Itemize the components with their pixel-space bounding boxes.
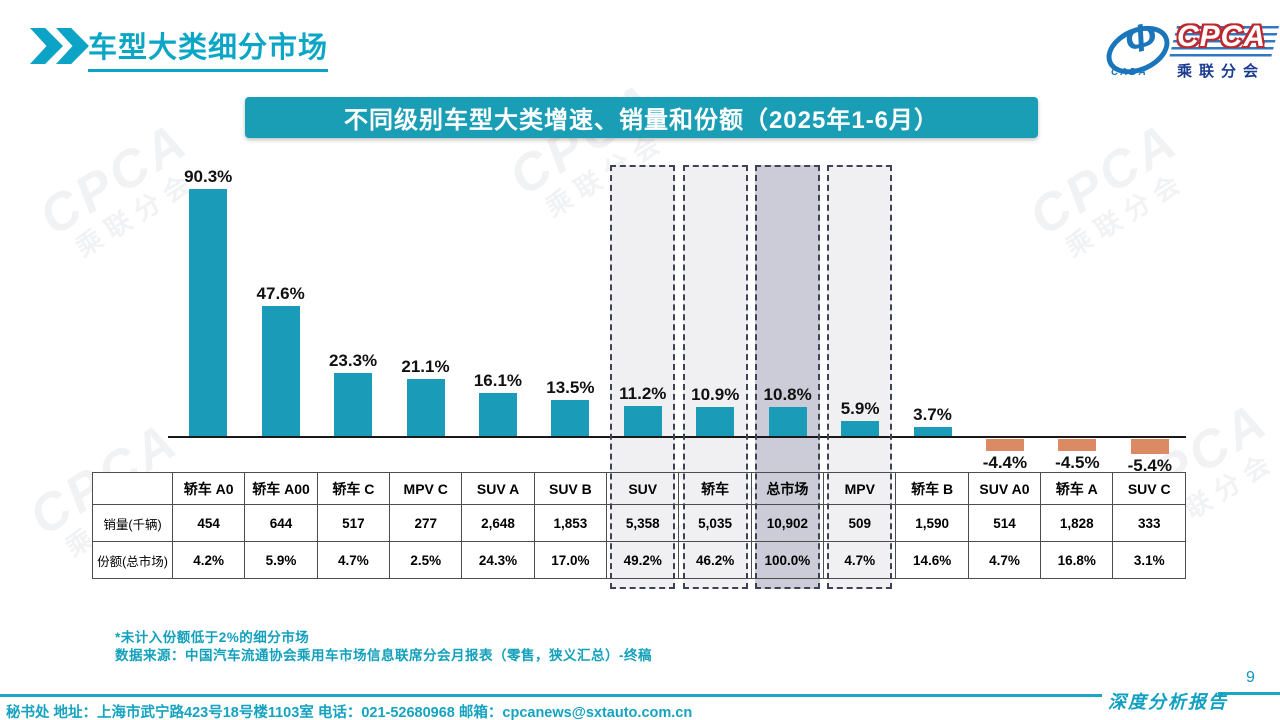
x-axis-line	[168, 436, 1186, 438]
table-cell: 509	[823, 504, 897, 542]
table-cell: 49.2%	[606, 541, 680, 579]
bar-SUV	[623, 406, 662, 437]
table-column-header: SUV	[606, 472, 680, 505]
chevron-right-icon	[30, 28, 63, 64]
logo-cada-text: CADA	[1111, 67, 1148, 78]
table-row-header: 销量(千辆)	[92, 504, 173, 542]
table-cell: 4.7%	[967, 541, 1042, 579]
table-cell: 454	[171, 504, 246, 542]
table-cell: 1,828	[1040, 504, 1114, 542]
bar-value-label: 10.9%	[691, 385, 740, 404]
table-cell: 333	[1112, 504, 1186, 542]
table-cell: 517	[316, 504, 391, 542]
bar-value-label: -4.5%	[1055, 453, 1100, 472]
table-cell: 17.0%	[533, 541, 608, 579]
bar-轿车	[696, 407, 735, 437]
table-column-header: MPV	[823, 472, 897, 505]
data-source-note: 数据来源：中国汽车流通协会乘用车市场信息联席分会月报表（零售，狭义汇总）-终稿	[115, 648, 652, 663]
table-column-header: 轿车 C	[316, 472, 391, 505]
table-cell: 277	[389, 504, 463, 542]
table-column-header: SUV B	[533, 472, 608, 505]
table-column-header: 轿车 A00	[244, 472, 318, 505]
bar-SUV C	[1130, 439, 1169, 454]
table-column-header: MPV C	[389, 472, 463, 505]
footnote: *未计入份额低于2%的细分市场	[115, 630, 310, 645]
logo-subtitle: 乘联分会	[1177, 63, 1266, 80]
table-column-header: SUV A	[461, 472, 535, 505]
table-column-header: 轿车	[678, 472, 752, 505]
bar-value-label: 11.2%	[619, 384, 667, 403]
table-cell: 100.0%	[750, 541, 825, 579]
table-cell: 5.9%	[244, 541, 318, 579]
table-cell: 16.8%	[1040, 541, 1114, 579]
bar-轿车 A0	[189, 189, 228, 437]
table-cell: 5,358	[606, 504, 680, 542]
logo-cpca-text: CPCA	[1177, 20, 1267, 53]
segment-data-table: 轿车 A0 轿车 A00 轿车 C MPV C SUV A SUV B SUV 轿车 总市场 MP…	[92, 472, 1186, 579]
bar-value-label: 13.5%	[546, 378, 595, 397]
table-cell: 5,035	[678, 504, 752, 542]
bar-MPV C	[406, 379, 445, 437]
table-cell: 46.2%	[678, 541, 752, 579]
table-cell: 514	[967, 504, 1042, 542]
contact-info: 秘书处 地址：上海市武宁路423号18号楼1103室 电话：021-526809…	[6, 705, 693, 720]
table-cell: 3.1%	[1112, 541, 1186, 579]
bar-value-label: 10.8%	[763, 385, 812, 404]
double-chevron-icon	[30, 28, 89, 64]
bar-value-label: 21.1%	[401, 357, 450, 376]
table-cell: 1,853	[533, 504, 608, 542]
bar-value-label: -5.4%	[1127, 456, 1172, 475]
report-name: 深度分析报告	[1108, 692, 1228, 712]
bar-value-label: 90.3%	[184, 167, 233, 186]
bar-总市场	[768, 407, 807, 437]
bar-value-label: 23.3%	[328, 351, 378, 370]
chart-title-banner: 不同级别车型大类增速、销量和份额（2025年1-6月）	[245, 97, 1038, 138]
table-column-header: SUV A0	[967, 472, 1042, 505]
table-column-header: 轿车 B	[895, 472, 969, 505]
table-cell: 10,902	[750, 504, 825, 542]
table-column-header: 总市场	[750, 472, 825, 505]
table-cell: 4.7%	[316, 541, 391, 579]
bar-SUV A	[478, 393, 517, 437]
table-column-header: 轿车 A	[1040, 472, 1114, 505]
bar-轿车 B	[913, 427, 952, 437]
cpca-logo: Φ CADA CPCA 乘联分会	[1098, 15, 1279, 84]
bar-value-label: 47.6%	[256, 284, 305, 303]
table-cell: 2,648	[461, 504, 535, 542]
bar-value-label: -4.4%	[982, 453, 1028, 472]
bar-SUV B	[551, 400, 590, 437]
bar-轿车 A00	[261, 306, 300, 437]
bar-轿车 A	[1058, 439, 1097, 451]
table-cell: 644	[244, 504, 318, 542]
bar-value-label: 3.7%	[913, 405, 952, 424]
footer-rule-right	[1218, 692, 1280, 695]
bar-value-label: 16.1%	[473, 371, 523, 390]
table-cell: 24.3%	[461, 541, 535, 579]
table-column-header: SUV C	[1112, 472, 1186, 505]
table-corner-cell	[92, 472, 173, 505]
bar-MPV	[841, 421, 880, 437]
page-number: 9	[1246, 669, 1255, 686]
bar-SUV A0	[985, 439, 1024, 451]
table-cell: 2.5%	[389, 541, 463, 579]
table-cell: 4.7%	[823, 541, 897, 579]
table-column-header: 轿车 A0	[171, 472, 246, 505]
table-row-header: 份额(总市场)	[92, 541, 173, 579]
bar-轿车 C	[334, 373, 373, 437]
footer-rule-left	[0, 694, 1102, 697]
bar-value-label: 5.9%	[840, 399, 880, 418]
table-cell: 1,590	[895, 504, 969, 542]
table-cell: 14.6%	[895, 541, 969, 579]
table-cell: 4.2%	[171, 541, 246, 579]
page-title: 车型大类细分市场	[88, 24, 329, 72]
